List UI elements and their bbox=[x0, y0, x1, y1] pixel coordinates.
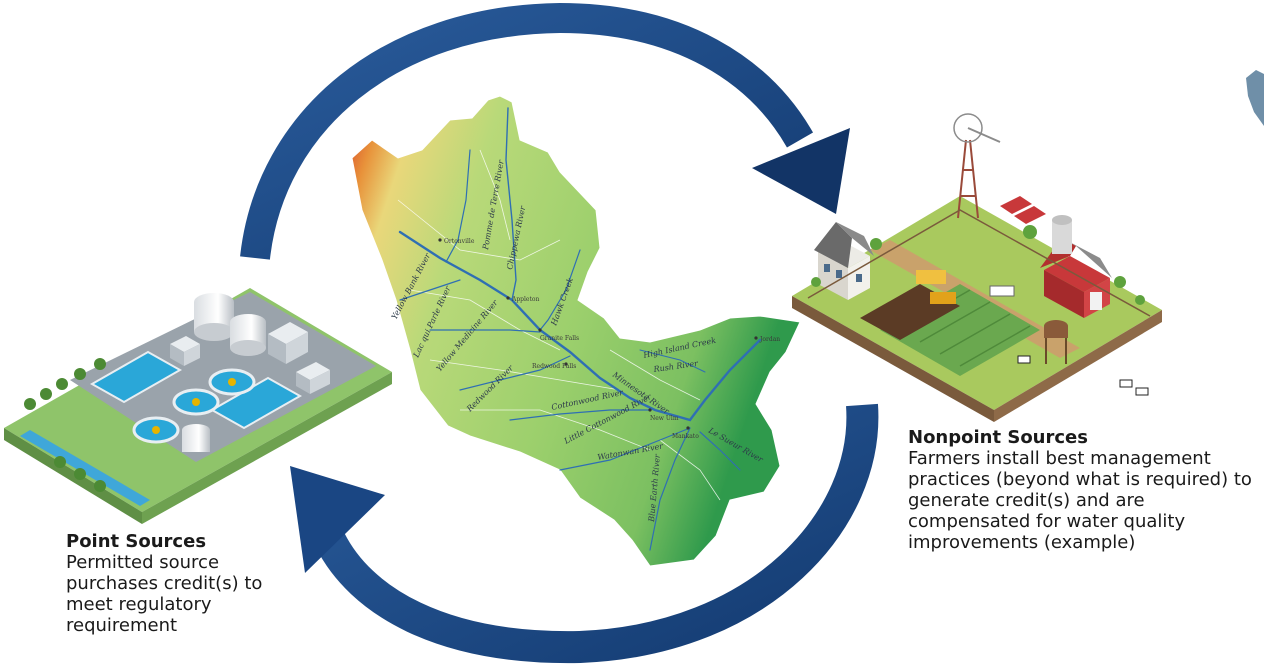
plant-trees bbox=[24, 358, 106, 492]
chicken-coops bbox=[1000, 196, 1046, 224]
town-label: Mankato bbox=[672, 433, 699, 440]
point-sources-caption: Point Sources Permitted source purchases… bbox=[66, 531, 306, 636]
farm-trees bbox=[811, 225, 1145, 305]
farm-base-front bbox=[994, 310, 1162, 422]
plant-buildings bbox=[170, 322, 330, 394]
bottom-arrow-shaft bbox=[315, 403, 879, 664]
silo bbox=[1052, 215, 1072, 254]
town-label: Ortonville bbox=[444, 238, 475, 245]
river-network bbox=[398, 107, 762, 551]
edge-illustration-fragment bbox=[1246, 70, 1264, 126]
farm-base-side bbox=[792, 296, 994, 422]
bottom-arrowhead bbox=[290, 466, 385, 573]
hawk-creek-line bbox=[539, 249, 581, 331]
minnesota-river-line bbox=[398, 230, 762, 422]
nonpoint-sources-description: Farmers install best management practice… bbox=[908, 448, 1252, 553]
water-tower bbox=[1044, 320, 1068, 364]
treatment-plant-illustration bbox=[4, 288, 392, 524]
watonwan-river-line bbox=[559, 427, 691, 471]
pomme-de-terre-river-line bbox=[445, 149, 471, 263]
town-label: Jordan bbox=[759, 336, 780, 343]
town-label: Redwood Falls bbox=[532, 363, 576, 370]
top-arrowhead bbox=[752, 128, 850, 214]
blue-earth-river-line bbox=[649, 427, 691, 551]
canal bbox=[20, 430, 150, 506]
high-island-creek-line bbox=[639, 349, 706, 373]
watershed-shape bbox=[351, 95, 801, 567]
redwood-river-line bbox=[459, 355, 571, 391]
town-label: Granite Falls bbox=[540, 335, 579, 342]
subbasin-lines bbox=[397, 149, 721, 501]
fence bbox=[807, 209, 1151, 317]
le-sueur-river-line bbox=[699, 431, 741, 471]
lac-qui-parle-river-line bbox=[399, 279, 461, 301]
top-arrow-shaft bbox=[240, 2, 814, 260]
plant-base-front bbox=[142, 372, 392, 524]
windmill bbox=[953, 113, 1001, 219]
cottonwood-river-line bbox=[509, 409, 651, 421]
nonpoint-sources-title: Nonpoint Sources bbox=[908, 427, 1088, 448]
cycle-arrows bbox=[240, 2, 879, 664]
chippewa-river-line bbox=[505, 107, 517, 301]
farm-vehicles bbox=[916, 270, 1015, 304]
point-sources-description: Permitted source purchases credit(s) to … bbox=[66, 552, 263, 636]
cows bbox=[1017, 355, 1149, 396]
plant-base-side bbox=[4, 428, 142, 524]
town-label: New Ulm bbox=[650, 415, 679, 422]
nonpoint-sources-caption: Nonpoint Sources Farmers install best ma… bbox=[908, 427, 1264, 553]
yellow-medicine-river-line bbox=[429, 329, 541, 333]
watershed-map: Yellow Bank River Lac qui Parle River Ye… bbox=[351, 95, 801, 567]
point-sources-title: Point Sources bbox=[66, 531, 207, 552]
storage-tanks bbox=[182, 293, 266, 452]
town-labels: Ortonville Appleton Granite Falls Redwoo… bbox=[444, 238, 780, 440]
treatment-basins bbox=[89, 350, 303, 444]
town-markers bbox=[438, 238, 758, 430]
town-label: Appleton bbox=[511, 296, 540, 303]
farm-illustration bbox=[792, 113, 1162, 422]
